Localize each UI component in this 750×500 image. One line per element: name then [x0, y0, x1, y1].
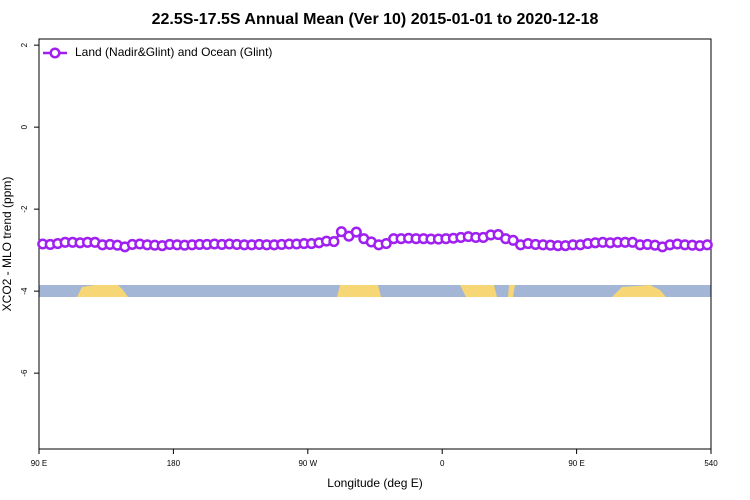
land-patch: [460, 285, 497, 297]
y-tick-label: 2: [20, 42, 29, 47]
x-tick-label: 90 E: [31, 459, 47, 468]
y-tick-label: -6: [20, 369, 29, 377]
y-tick-label: -2: [20, 205, 29, 213]
y-axis-label: XCO2 - MLO trend (ppm): [0, 177, 14, 312]
land-patch: [77, 285, 128, 297]
data-point: [701, 239, 713, 251]
x-tick-label: 180: [167, 459, 181, 468]
y-tick-label: -4: [20, 287, 29, 295]
legend-label: Land (Nadir&Glint) and Ocean (Glint): [75, 45, 272, 59]
land-patch: [337, 285, 381, 297]
x-tick-label: 540: [704, 459, 718, 468]
land-patch: [508, 285, 515, 297]
y-tick-label: 0: [20, 124, 29, 129]
x-tick-label: 90 E: [568, 459, 584, 468]
x-axis-label: Longitude (deg E): [327, 476, 422, 490]
x-tick-label: 0: [440, 459, 445, 468]
data-point: [350, 226, 362, 238]
legend-marker: [49, 47, 61, 59]
chart-title: 22.5S-17.5S Annual Mean (Ver 10) 2015-01…: [152, 11, 599, 28]
land-patch: [612, 285, 666, 297]
data-point: [380, 238, 392, 250]
x-tick-label: 90 W: [298, 459, 317, 468]
land-ocean-band: [39, 285, 711, 297]
data-point: [328, 235, 340, 248]
